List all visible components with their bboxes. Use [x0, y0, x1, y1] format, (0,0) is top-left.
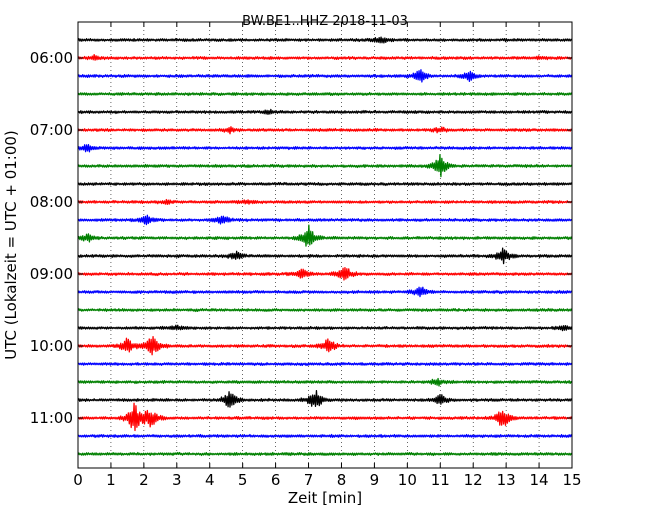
trace-group — [77, 36, 573, 457]
x-tick-label: 12 — [464, 471, 483, 489]
x-tick-label: 2 — [139, 471, 149, 489]
x-axis: 0 1 2 3 4 5 6 7 8 9 10 11 12 13 14 15 — [73, 22, 582, 489]
trace-line — [77, 36, 573, 44]
trace-line — [77, 390, 573, 408]
trace-line — [77, 126, 573, 135]
x-tick-label: 8 — [337, 471, 347, 489]
x-tick-label: 1 — [106, 471, 116, 489]
x-tick-label: 10 — [398, 471, 417, 489]
trace-line — [77, 247, 573, 265]
plot-frame — [77, 21, 573, 469]
trace-line — [77, 451, 573, 457]
trace-line — [77, 91, 573, 97]
y-tick-label: 10:00 — [30, 337, 73, 355]
trace-line — [77, 377, 573, 387]
trace-line — [77, 224, 573, 247]
y-axis-label: UTC (Lokalzeit = UTC + 01:00) — [2, 130, 20, 360]
trace-line — [77, 307, 573, 313]
trace-line — [77, 54, 573, 61]
trace-line — [77, 198, 573, 205]
trace-line — [77, 267, 573, 281]
x-tick-label: 9 — [370, 471, 380, 489]
x-tick-label: 0 — [73, 471, 83, 489]
x-tick-label: 4 — [205, 471, 215, 489]
y-axis: 06:00 07:00 08:00 09:00 10:00 11:00 — [30, 49, 572, 427]
trace-line — [77, 402, 573, 432]
trace-line — [77, 181, 573, 187]
y-tick-label: 07:00 — [30, 121, 73, 139]
x-tick-label: 11 — [431, 471, 450, 489]
x-tick-label: 15 — [562, 471, 581, 489]
x-tick-label: 3 — [172, 471, 182, 489]
trace-line — [77, 324, 573, 332]
x-tick-label: 14 — [530, 471, 549, 489]
trace-line — [77, 153, 573, 178]
trace-line — [77, 433, 573, 439]
trace-line — [77, 69, 573, 83]
trace-line — [77, 361, 573, 367]
x-axis-label: Zeit [min] — [288, 489, 362, 507]
y-tick-label: 06:00 — [30, 49, 73, 67]
trace-line — [77, 108, 573, 116]
trace-line — [77, 336, 573, 356]
y-tick-label: 11:00 — [30, 409, 73, 427]
y-tick-label: 08:00 — [30, 193, 73, 211]
trace-line — [77, 286, 573, 298]
x-tick-label: 6 — [271, 471, 281, 489]
x-tick-label: 7 — [304, 471, 314, 489]
trace-line — [77, 214, 573, 226]
x-tick-label: 5 — [238, 471, 248, 489]
y-tick-label: 09:00 — [30, 265, 73, 283]
x-tick-label: 13 — [497, 471, 516, 489]
trace-line — [77, 143, 573, 153]
